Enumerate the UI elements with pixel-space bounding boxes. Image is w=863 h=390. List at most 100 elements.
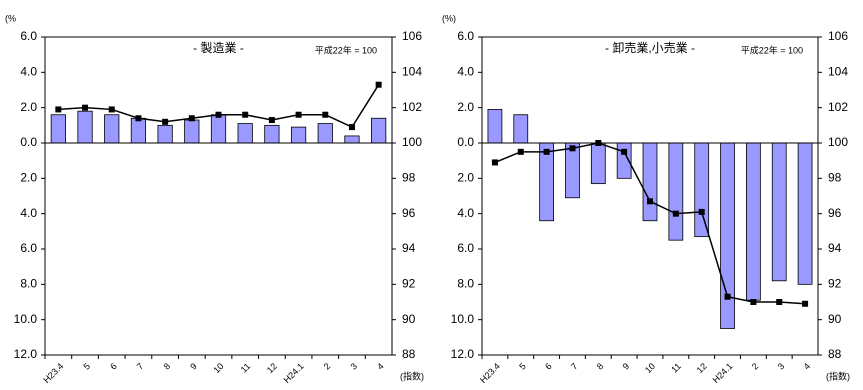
bar (642, 142, 658, 222)
index-marker (322, 111, 329, 118)
y2-tick-label: 88 (402, 347, 416, 361)
y-tick-label: 6.0 (457, 241, 474, 255)
y2-tick-label: 92 (402, 277, 416, 291)
y2-tick-label: 106 (828, 29, 848, 43)
y-tick-label: 10.0 (14, 312, 38, 326)
y2-unit: (指数) (400, 370, 424, 381)
x-tick-label: 3 (348, 361, 359, 372)
x-tick-label: 7 (135, 361, 146, 372)
y-tick-label: 4.0 (20, 65, 37, 79)
y2-tick-label: 98 (402, 171, 416, 185)
y2-tick-label: 88 (828, 347, 842, 361)
y-tick-label: 12.0 (14, 347, 38, 361)
y-unit: (%) (442, 13, 456, 23)
y-tick-label: 6.0 (457, 29, 474, 43)
x-tick-label: 6 (108, 361, 119, 372)
y2-tick-label: 102 (402, 100, 422, 114)
bar (720, 142, 735, 329)
bar (290, 126, 307, 144)
x-tick-label: 2 (750, 361, 761, 372)
annotation: 平成22年 = 100 (741, 44, 803, 55)
y-tick-label: 8.0 (20, 277, 37, 291)
x-tick-label: H23.4 (478, 361, 502, 385)
y-tick-label: 2.0 (20, 100, 37, 114)
chart-title: - 卸売業,小売業 - (605, 40, 695, 55)
index-marker (698, 208, 705, 215)
y2-tick-label: 90 (402, 312, 416, 326)
x-tick-label: 11 (239, 361, 253, 375)
x-tick-label: 12 (265, 361, 279, 375)
index-marker (750, 299, 757, 305)
index-marker (162, 118, 169, 125)
y-tick-label: 0.0 (20, 135, 37, 149)
y2-tick-label: 96 (402, 206, 416, 220)
x-tick-label: H24.1 (282, 361, 306, 385)
x-tick-label: 5 (82, 361, 93, 372)
bar (130, 117, 147, 144)
y2-tick-label: 94 (402, 241, 416, 255)
x-tick-label: 2 (322, 361, 333, 372)
chart-title: - 製造業 - (193, 41, 244, 55)
plot-frame (44, 36, 393, 356)
y-tick-label: 10.0 (451, 312, 475, 326)
bar (694, 142, 710, 238)
index-marker (569, 145, 576, 152)
annotation: 平成22年 = 100 (315, 44, 377, 55)
index-marker (776, 299, 783, 305)
bar (104, 114, 120, 144)
bar (317, 123, 333, 144)
bar (513, 114, 529, 144)
y2-tick-label: 104 (828, 65, 848, 79)
x-tick-label: 9 (621, 361, 632, 372)
bar (157, 124, 173, 144)
bar (590, 142, 606, 185)
y2-tick-label: 90 (828, 312, 842, 326)
y-tick-label: 4.0 (457, 65, 474, 79)
bar (237, 123, 253, 144)
x-tick-label: 8 (595, 361, 606, 372)
index-marker (82, 104, 89, 111)
index-marker (621, 148, 628, 155)
x-tick-label: 10 (643, 361, 657, 375)
index-marker (215, 111, 222, 118)
bar (344, 135, 360, 144)
x-tick-label: 5 (517, 361, 528, 372)
x-tick-label: H23.4 (41, 361, 65, 385)
y-tick-label: 6.0 (20, 29, 37, 43)
y2-tick-label: 106 (402, 29, 422, 43)
x-tick-label: 11 (669, 361, 683, 375)
y2-unit: (指数) (826, 370, 850, 381)
y-tick-label: 8.0 (457, 277, 474, 291)
index-marker (268, 117, 275, 124)
y2-tick-label: 92 (828, 277, 842, 291)
index-marker (724, 293, 731, 300)
y-tick-label: 4.0 (20, 206, 37, 220)
index-marker (135, 115, 142, 122)
index-marker (108, 106, 115, 113)
x-tick-label: 4 (802, 361, 813, 372)
y2-tick-label: 104 (402, 65, 422, 79)
bar (210, 114, 227, 144)
index-marker (491, 159, 498, 166)
bar (50, 114, 66, 144)
bar (797, 142, 813, 285)
y2-tick-label: 94 (828, 241, 842, 255)
index-marker (242, 111, 249, 118)
index-marker (295, 111, 302, 118)
plot-frame (481, 36, 819, 356)
index-marker (55, 106, 62, 113)
bar (487, 109, 503, 144)
index-marker (188, 115, 195, 122)
x-tick-label: 12 (695, 361, 709, 375)
index-marker (802, 300, 809, 307)
x-tick-label: 4 (375, 361, 386, 372)
y-tick-label: 0.0 (457, 135, 474, 149)
index-marker (543, 148, 550, 155)
x-tick-label: 9 (188, 361, 199, 372)
y2-tick-label: 98 (828, 171, 842, 185)
bar (371, 117, 387, 144)
y-tick-label: 4.0 (457, 206, 474, 220)
y2-tick-label: 96 (828, 206, 842, 220)
bar (668, 142, 684, 241)
y-tick-label: 2.0 (457, 171, 474, 185)
